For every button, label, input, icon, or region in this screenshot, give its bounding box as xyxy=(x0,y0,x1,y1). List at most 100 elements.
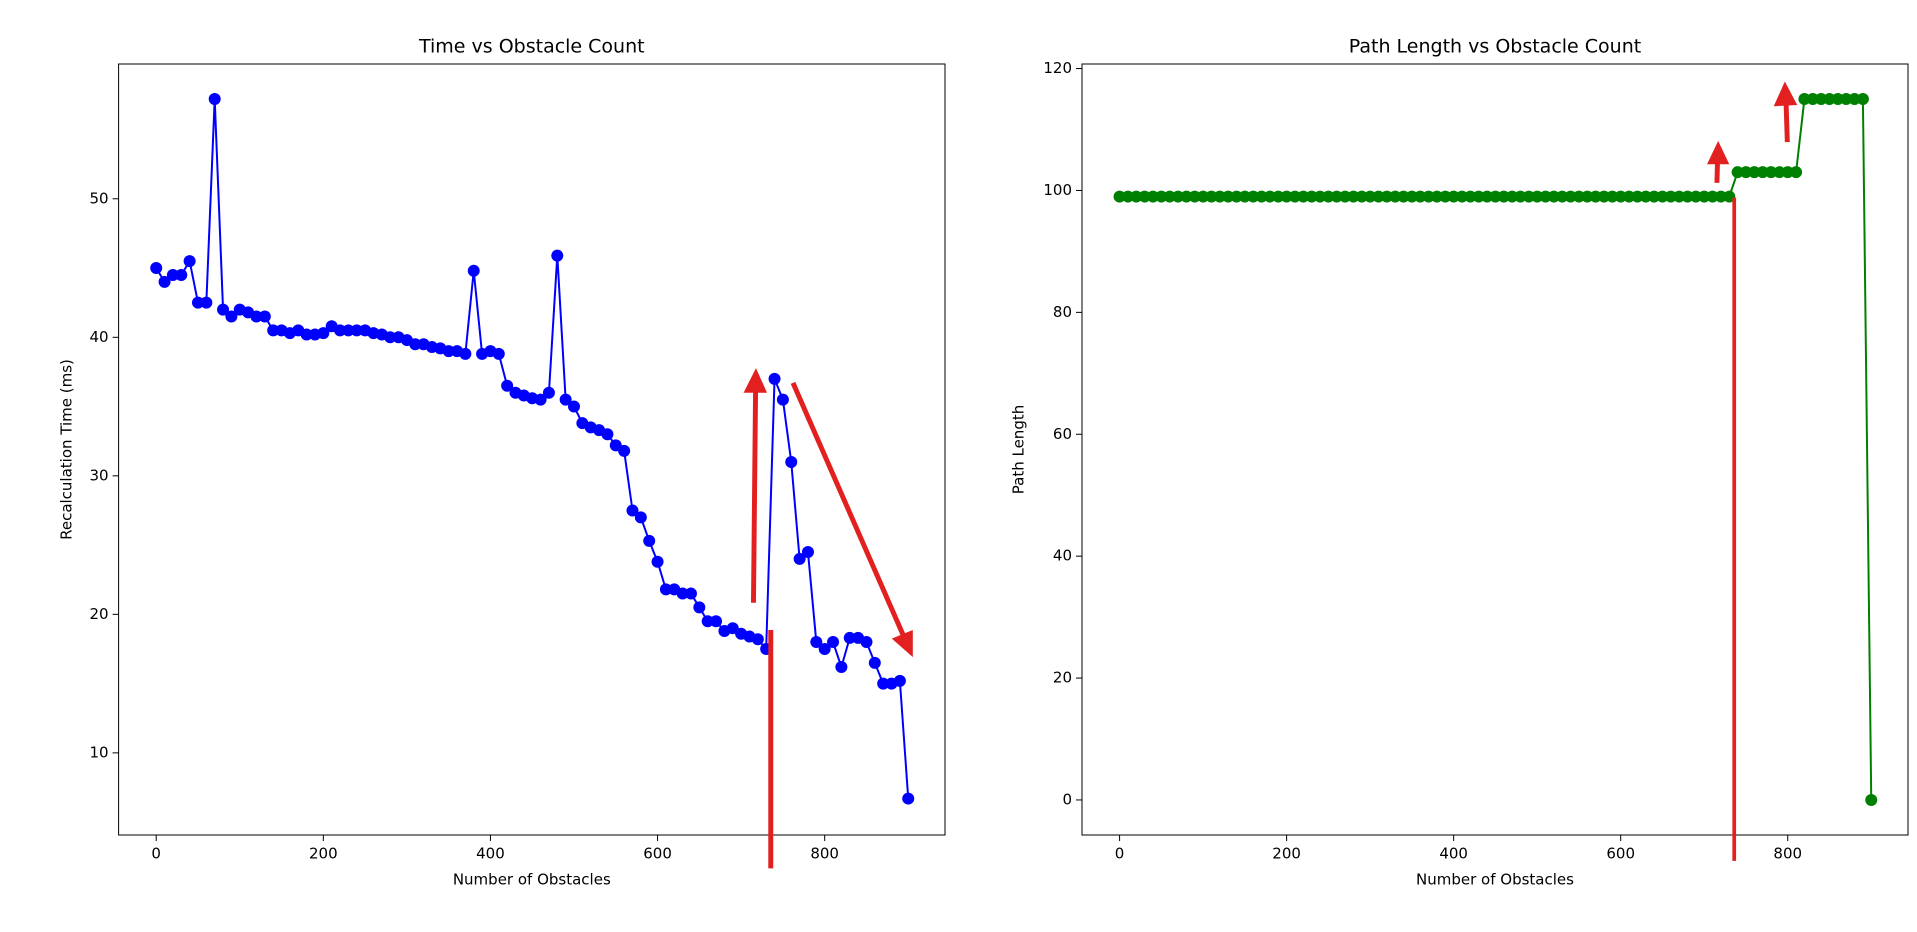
point xyxy=(1773,166,1786,179)
point xyxy=(651,555,664,568)
point xyxy=(1222,190,1235,203)
point xyxy=(618,444,631,457)
point xyxy=(1506,190,1519,203)
point xyxy=(1447,190,1460,203)
y-tick-label: 120 xyxy=(1043,59,1072,77)
plot-area xyxy=(1113,93,1878,806)
y-tick-label: 10 xyxy=(90,743,109,761)
x-axis-label: Number of Obstacles xyxy=(1416,871,1574,889)
point xyxy=(1481,190,1494,203)
point xyxy=(1322,190,1335,203)
point xyxy=(1739,166,1752,179)
point xyxy=(1597,190,1610,203)
point xyxy=(250,310,263,323)
point xyxy=(601,428,614,441)
point xyxy=(785,455,798,468)
point xyxy=(459,347,472,360)
annotations xyxy=(743,81,1798,869)
point xyxy=(534,393,547,406)
point xyxy=(1531,190,1544,203)
x-tick-label: 200 xyxy=(309,845,338,863)
point xyxy=(1714,190,1727,203)
point xyxy=(1698,190,1711,203)
arrow-head xyxy=(1773,81,1798,107)
point xyxy=(542,386,555,399)
point xyxy=(1689,190,1702,203)
chart-title: Path Length vs Obstacle Count xyxy=(1349,36,1641,58)
point xyxy=(676,587,689,600)
point xyxy=(1765,166,1778,179)
arrow-head xyxy=(891,629,913,658)
y-tick-label: 0 xyxy=(1062,790,1072,808)
point xyxy=(1288,190,1301,203)
point xyxy=(1681,190,1694,203)
point xyxy=(442,345,455,358)
point xyxy=(1790,166,1803,179)
point xyxy=(818,642,831,655)
plots: Time vs Obstacle Count Number of Obstacle… xyxy=(58,36,1909,889)
point xyxy=(1230,190,1243,203)
point xyxy=(1648,190,1661,203)
point xyxy=(150,262,163,275)
point xyxy=(567,400,580,413)
x-tick-label: 0 xyxy=(1115,845,1125,863)
point xyxy=(1172,190,1185,203)
plot-frame xyxy=(1081,63,1909,836)
point xyxy=(551,249,564,262)
point xyxy=(843,631,856,644)
point xyxy=(1339,190,1352,203)
point xyxy=(1673,190,1686,203)
point xyxy=(1815,93,1828,106)
point xyxy=(626,504,639,517)
point xyxy=(1163,190,1176,203)
point xyxy=(701,615,714,628)
y-axis-label: Recalculation Time (ms) xyxy=(58,359,76,540)
point xyxy=(225,310,238,323)
point xyxy=(710,615,723,628)
point xyxy=(643,534,656,547)
x-tick-label: 400 xyxy=(476,845,505,863)
point xyxy=(1823,93,1836,106)
point xyxy=(1781,166,1794,179)
point xyxy=(1364,190,1377,203)
point xyxy=(409,338,422,351)
y-tick-label: 40 xyxy=(1053,547,1072,565)
point xyxy=(1155,190,1168,203)
point xyxy=(1314,190,1327,203)
point xyxy=(342,324,355,337)
plot-area xyxy=(150,93,915,805)
x-tick-label: 200 xyxy=(1272,845,1301,863)
point xyxy=(684,587,697,600)
point xyxy=(1213,190,1226,203)
point xyxy=(1564,190,1577,203)
y-tick-label: 20 xyxy=(90,605,109,623)
point xyxy=(350,324,363,337)
point xyxy=(693,601,706,614)
point xyxy=(200,296,213,309)
point xyxy=(1355,190,1368,203)
point xyxy=(1631,190,1644,203)
point xyxy=(1130,190,1143,203)
point xyxy=(1556,190,1569,203)
point xyxy=(300,328,313,341)
point xyxy=(208,93,221,106)
arrow xyxy=(751,390,759,603)
point xyxy=(501,379,514,392)
point xyxy=(1263,190,1276,203)
point xyxy=(1188,190,1201,203)
point xyxy=(1706,190,1719,203)
point xyxy=(191,296,204,309)
point xyxy=(877,677,890,690)
arrow xyxy=(1783,103,1790,143)
point xyxy=(1856,93,1869,106)
x-axis-label: Number of Obstacles xyxy=(453,871,611,889)
point xyxy=(1347,190,1360,203)
point xyxy=(1748,166,1761,179)
point xyxy=(1464,190,1477,203)
point xyxy=(1380,190,1393,203)
x-tick-label: 600 xyxy=(643,845,672,863)
point xyxy=(1439,190,1452,203)
x-tick-label: 400 xyxy=(1439,845,1468,863)
point xyxy=(1623,190,1636,203)
